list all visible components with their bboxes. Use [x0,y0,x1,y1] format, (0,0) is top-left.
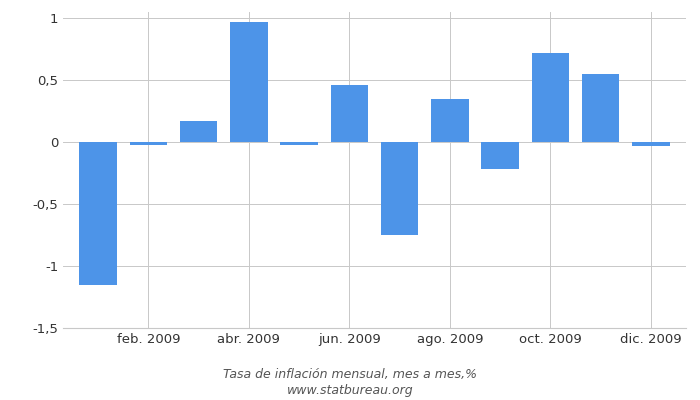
Bar [130,142,167,144]
Bar [531,53,569,142]
Bar [632,142,670,146]
Bar [280,142,318,144]
Bar [582,74,620,142]
Bar [79,142,117,285]
Text: www.statbureau.org: www.statbureau.org [287,384,413,397]
Bar [381,142,419,235]
Bar [230,22,267,142]
Bar [330,85,368,142]
Bar [180,121,218,142]
Bar [431,99,469,142]
Text: Tasa de inflación mensual, mes a mes,%: Tasa de inflación mensual, mes a mes,% [223,368,477,381]
Bar [482,142,519,169]
